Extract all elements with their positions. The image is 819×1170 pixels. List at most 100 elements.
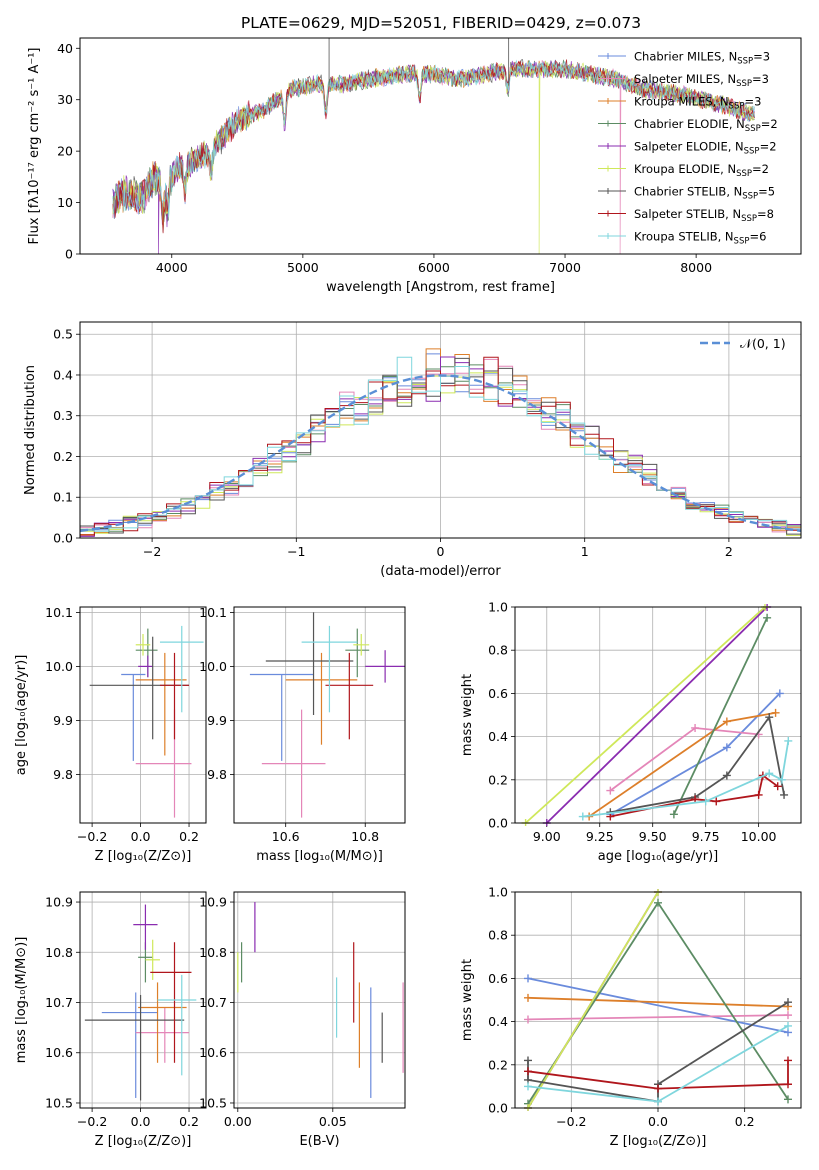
mass-age-ytick-label: 9.9 [207,713,227,728]
legend-entry-sub: SSP [736,79,752,89]
legend-entry-sub: SSP [745,124,761,134]
mass-age-xtick-label: 10.8 [351,829,379,844]
weight-marker [524,1015,532,1024]
weight-line [610,773,779,818]
legend-entry: Kroupa ELODIE, NSSP=2 [634,162,769,179]
legend-entry-value: =6 [749,230,766,244]
z-mass-ytick-label: 10.7 [45,995,73,1010]
residuals-xtick-label: 0 [437,544,445,559]
z-mass-ytick-label: 10.8 [45,945,73,960]
legend-marker [605,143,611,149]
spectrum-series-line [112,59,755,234]
ebv-mass-axes: 0.00 0.05 10.5 10.6 10.7 10.8 10.9 E(B-V) [199,891,406,1149]
z-mass-ylabel: mass [log₁₀(M/M⊙)] [14,937,29,1064]
axes-frame [79,891,207,1109]
weight-marker [722,771,731,780]
legend-entry: Chabrier ELODIE, NSSP=2 [634,117,778,134]
spectrum-ytick-label: 30 [57,92,73,107]
spectrum-xtick-label: 7000 [549,260,581,275]
axes-frame [233,606,406,824]
chart-layer: 4000 5000 6000 7000 8000010203040wavelength … [14,37,802,1149]
z-mass-xtick-label: 0.2 [179,1114,199,1129]
legend-entry-name: Chabrier MILES, N [634,50,737,64]
ebv-mass-xtick-label: 0.00 [224,1114,252,1129]
z-weight-ylabel: mass weight [460,959,475,1041]
mass-age-xtick-label: 10.6 [272,829,300,844]
legend-entry-sub: SSP [744,147,760,157]
ebv-mass-ytick-label: 10.8 [199,945,227,960]
z-weight-ytick-label: 0.6 [488,971,508,986]
age-weight-xtick-label: 9.75 [692,829,720,844]
age-weight-ytick-label: 1.0 [488,600,508,615]
mass-age-ytick-label: 10.1 [199,605,227,620]
z-age-xtick-label: 0.2 [179,829,199,844]
z-mass-plot [84,904,197,1101]
normal-reference-curve [80,374,801,533]
legend-entry-value: =5 [758,185,775,199]
ebv-mass-ytick-label: 10.9 [199,895,227,910]
legend-entry: Salpeter ELODIE, NSSP=2 [634,140,777,157]
weight-marker [701,797,710,806]
legend-entry-value: =3 [753,50,770,64]
z-age-ytick-label: 10.1 [45,605,73,620]
ebv-mass-xlabel: E(B-V) [299,1134,339,1149]
z-weight-ytick-label: 0.8 [488,928,508,943]
weight-marker [654,1097,662,1106]
residuals-ytick-label: 0.0 [53,531,73,546]
spectrum-ytick-label: 40 [57,41,73,56]
age-weight-ytick-label: 0.4 [488,729,508,744]
z-weight-xlabel: Z [log₁₀(Z/Z⊙)] [610,1134,707,1149]
legend-entry-name: Kroupa ELODIE, N [634,162,736,176]
weight-line [527,1060,789,1090]
legend-entry-value: =3 [752,72,769,86]
legend-marker [605,165,611,172]
z-age-xtick-label: −0.2 [77,829,107,844]
legend-entry-sub: SSP [736,169,752,179]
spectrum-axes: 4000 5000 6000 7000 8000 0 10 20 30 40 wavelength … [27,37,802,295]
legend-entry-value: =8 [757,207,774,221]
spectrum-ytick-label: 0 [65,247,73,262]
legend-entry-normal: 𝒩(0, 1) [740,336,786,351]
weight-marker [691,723,700,732]
legend-entry: Chabrier MILES, NSSP=3 [634,50,770,67]
z-mass-xlabel: Z [log₁₀(Z/Z⊙)] [95,1134,192,1149]
weight-marker [524,974,532,983]
z-age-xlabel: Z [log₁₀(Z/Z⊙)] [95,849,192,864]
z-age-xtick-label: 0.0 [131,829,151,844]
legend-entry-value: =2 [760,140,777,154]
legend-marker [605,233,611,239]
z-weight-xtick-label: −0.2 [556,1114,586,1129]
z-age-axes: −0.2 0.0 0.2 9.8 9.9 10.0 10.1 Z [log₁₀(Z/Z⊙)] a… [14,605,207,864]
ebv-mass-ytick-label: 10.7 [199,995,227,1010]
axes-frame [79,321,802,539]
legend-entry-sub: SSP [737,57,753,67]
residuals-ytick-label: 0.3 [53,408,73,423]
weight-marker [654,1084,662,1093]
z-mass-xtick-label: 0.0 [131,1114,151,1129]
z-weight-ytick-label: 0.4 [488,1014,508,1029]
weight-line [524,606,766,824]
residuals-xtick-label: −2 [143,544,161,559]
weight-marker [777,775,786,784]
mass-age-xlabel: mass [log₁₀(M/M⊙)] [256,849,383,864]
residuals-plot [80,348,801,538]
age-weight-ytick-label: 0.6 [488,686,508,701]
weight-marker [765,769,774,778]
residuals-ytick-label: 0.5 [53,327,73,342]
z-age-ylabel: age [log₁₀(age/yr)] [14,655,29,776]
z-weight-plot [524,889,792,1111]
z-weight-ytick-label: 0.0 [488,1101,508,1116]
legend-entry-name: Salpeter MILES, N [634,72,736,86]
z-mass-ytick-label: 10.6 [45,1045,73,1060]
weight-marker [722,717,731,726]
ebv-mass-xtick-label: 0.05 [319,1114,347,1129]
legend-entry-sub: SSP [734,237,750,247]
residuals-ylabel: Normed distribution [23,365,38,495]
z-weight-axes: −0.2 0.0 0.2 0.0 0.2 0.4 0.6 0.8 1.0 Z [log₁₀(Z/Z… [460,885,802,1149]
axes-frame [514,891,802,1109]
mass-age-ytick-label: 9.8 [207,767,227,782]
legend-marker [605,188,611,194]
figure-title: PLATE=0629, MJD=52051, FIBERID=0429, z=0… [241,14,641,32]
mass-age-axes: 10.6 10.8 9.8 9.9 10.0 10.1 mass [log₁₀(M/M⊙)] [199,605,406,864]
